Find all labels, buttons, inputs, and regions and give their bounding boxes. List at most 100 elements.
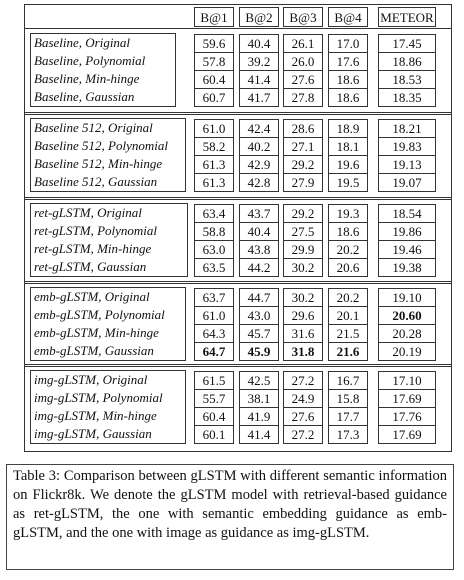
column-header: METEOR (380, 10, 434, 25)
value-cell: 41.4 (239, 425, 279, 444)
value-cell: 55.7 (194, 389, 234, 408)
value-cell: 64.7 (194, 342, 234, 361)
value-cell: 26.1 (283, 34, 323, 53)
value-cell: 19.07 (378, 173, 436, 192)
value-cell: 57.8 (194, 52, 234, 71)
header-rule (24, 28, 452, 29)
value-cell: 17.45 (378, 34, 436, 53)
group-separator (24, 197, 452, 198)
group-separator (24, 366, 452, 367)
row-label: Baseline 512, Min-hinge (34, 156, 163, 171)
header-cell-border (378, 7, 436, 27)
value-cell: 20.2 (328, 288, 368, 307)
value-cell: 19.3 (328, 204, 368, 223)
value-cell: 17.3 (328, 425, 368, 444)
value-cell: 43.7 (239, 204, 279, 223)
row-label: emb-gLSTM, Polynomial (34, 307, 165, 322)
value-cell: 27.8 (283, 88, 323, 107)
value-cell: 42.8 (239, 173, 279, 192)
value-cell: 61.0 (194, 306, 234, 325)
value-cell: 29.2 (283, 204, 323, 223)
row-label: Baseline 512, Polynomial (34, 138, 168, 153)
row-label: ret-gLSTM, Original (34, 205, 142, 220)
row-label: Baseline, Min-hinge (34, 71, 140, 86)
value-cell: 64.3 (194, 324, 234, 343)
row-label: emb-gLSTM, Gaussian (34, 343, 154, 358)
value-cell: 17.69 (378, 425, 436, 444)
group-separator (24, 283, 452, 284)
table-left-rule (24, 4, 25, 452)
value-cell: 20.6 (328, 258, 368, 277)
header-cell-border (283, 7, 323, 27)
row-label: img-gLSTM, Original (34, 372, 148, 387)
value-cell: 20.2 (328, 240, 368, 259)
value-cell: 30.2 (283, 258, 323, 277)
value-cell: 29.9 (283, 240, 323, 259)
row-label: Baseline, Original (34, 35, 131, 50)
value-cell: 40.4 (239, 222, 279, 241)
value-cell: 20.60 (378, 306, 436, 325)
value-cell: 60.4 (194, 70, 234, 89)
column-header: B@3 (289, 10, 317, 25)
value-cell: 61.3 (194, 155, 234, 174)
row-label: Baseline 512, Gaussian (34, 174, 158, 189)
group-label-box (30, 370, 186, 444)
value-cell: 44.2 (239, 258, 279, 277)
row-label: ret-gLSTM, Gaussian (34, 259, 147, 274)
value-cell: 40.4 (239, 34, 279, 53)
value-cell: 24.9 (283, 389, 323, 408)
value-cell: 42.9 (239, 155, 279, 174)
value-cell: 60.1 (194, 425, 234, 444)
value-cell: 31.8 (283, 342, 323, 361)
value-cell: 45.9 (239, 342, 279, 361)
value-cell: 58.8 (194, 222, 234, 241)
table-caption: Table 3: Comparison between gLSTM with d… (6, 464, 454, 570)
value-cell: 29.6 (283, 306, 323, 325)
value-cell: 19.83 (378, 137, 436, 156)
header-cell-border (239, 7, 279, 27)
value-cell: 31.6 (283, 324, 323, 343)
value-cell: 19.86 (378, 222, 436, 241)
value-cell: 15.8 (328, 389, 368, 408)
value-cell: 20.1 (328, 306, 368, 325)
value-cell: 59.6 (194, 34, 234, 53)
value-cell: 63.7 (194, 288, 234, 307)
value-cell: 61.3 (194, 173, 234, 192)
value-cell: 58.2 (194, 137, 234, 156)
value-cell: 17.6 (328, 52, 368, 71)
header-cell-border (328, 7, 368, 27)
value-cell: 18.6 (328, 70, 368, 89)
group-separator (24, 364, 452, 365)
row-label: emb-gLSTM, Original (34, 289, 150, 304)
value-cell: 45.7 (239, 324, 279, 343)
value-cell: 41.9 (239, 407, 279, 426)
value-cell: 42.5 (239, 371, 279, 390)
value-cell: 60.4 (194, 407, 234, 426)
value-cell: 18.86 (378, 52, 436, 71)
value-cell: 41.4 (239, 70, 279, 89)
group-label-box (30, 203, 188, 277)
value-cell: 18.53 (378, 70, 436, 89)
value-cell: 27.1 (283, 137, 323, 156)
value-cell: 27.6 (283, 407, 323, 426)
value-cell: 63.0 (194, 240, 234, 259)
group-separator (24, 281, 452, 282)
value-cell: 27.2 (283, 425, 323, 444)
value-cell: 60.7 (194, 88, 234, 107)
value-cell: 18.21 (378, 119, 436, 138)
value-cell: 20.19 (378, 342, 436, 361)
value-cell: 19.38 (378, 258, 436, 277)
value-cell: 19.13 (378, 155, 436, 174)
row-label: emb-gLSTM, Min-hinge (34, 325, 159, 340)
row-label: ret-gLSTM, Min-hinge (34, 241, 152, 256)
table-bottom-rule (24, 451, 452, 452)
value-cell: 20.28 (378, 324, 436, 343)
value-cell: 17.7 (328, 407, 368, 426)
column-header: B@1 (200, 10, 228, 25)
value-cell: 19.46 (378, 240, 436, 259)
value-cell: 19.6 (328, 155, 368, 174)
value-cell: 21.5 (328, 324, 368, 343)
value-cell: 63.5 (194, 258, 234, 277)
value-cell: 26.0 (283, 52, 323, 71)
